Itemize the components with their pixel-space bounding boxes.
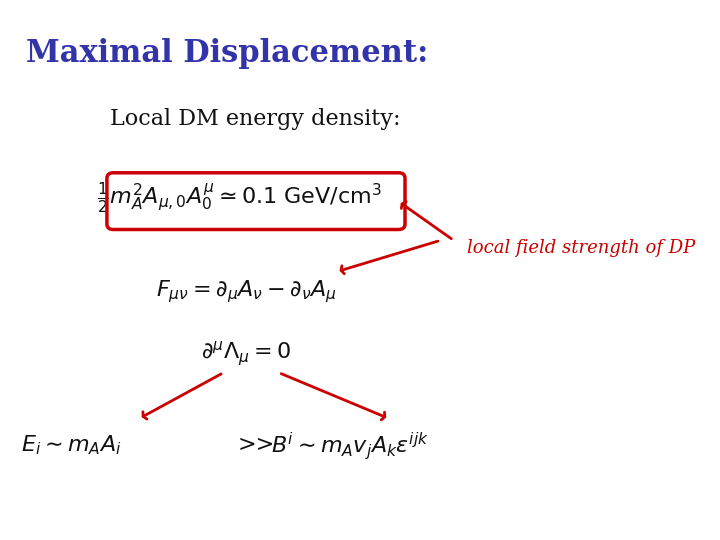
Text: $F_{\mu\nu} = \partial_\mu A_\nu - \partial_\nu A_\mu$: $F_{\mu\nu} = \partial_\mu A_\nu - \part… [156, 278, 337, 305]
Text: local field strength of DP: local field strength of DP [467, 239, 695, 258]
Text: Maximal Displacement:: Maximal Displacement: [26, 38, 428, 69]
Text: $B^i \sim m_A v_j A_k \varepsilon^{ijk}$: $B^i \sim m_A v_j A_k \varepsilon^{ijk}$ [271, 429, 429, 462]
Text: $\partial^\mu \Lambda_\mu = 0$: $\partial^\mu \Lambda_\mu = 0$ [201, 339, 292, 368]
Text: $\frac{1}{2}m_A^2 A_{\mu,0} A_0^\mu \simeq 0.1\ \mathrm{GeV/cm}^3$: $\frac{1}{2}m_A^2 A_{\mu,0} A_0^\mu \sim… [97, 180, 382, 214]
Text: >>: >> [238, 435, 274, 456]
Text: $E_i \sim m_A A_i$: $E_i \sim m_A A_i$ [21, 434, 122, 457]
Text: Local DM energy density:: Local DM energy density: [110, 108, 400, 130]
